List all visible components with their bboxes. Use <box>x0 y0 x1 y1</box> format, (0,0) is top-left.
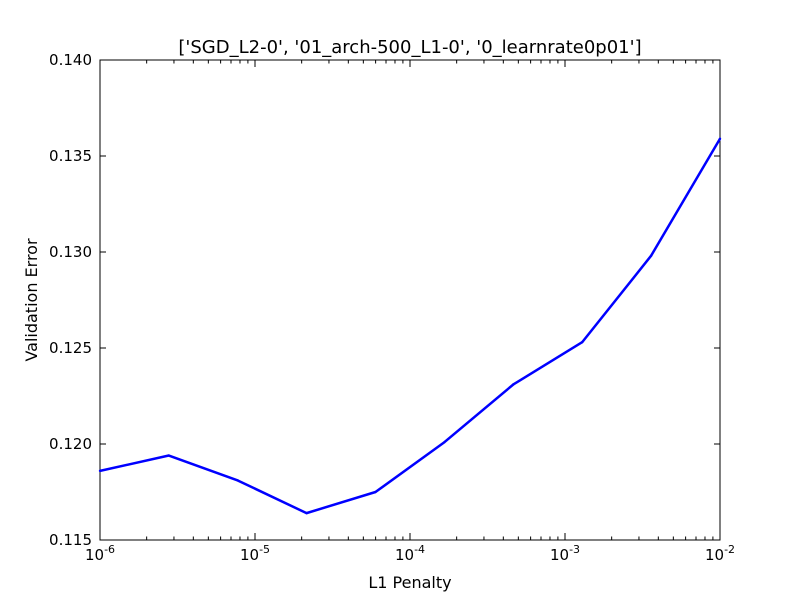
data-point <box>443 440 446 444</box>
series-line-0 <box>99 138 722 515</box>
y-tick-label: 0.115 <box>49 531 92 549</box>
x-tick-label: 10-3 <box>550 543 580 564</box>
chart-title: ['SGD_L2-0', '01_arch-500_L1-0', '0_lear… <box>178 37 641 58</box>
y-tick-label: 0.125 <box>49 339 92 357</box>
data-point <box>98 469 102 473</box>
plot-area: 0.115 0.120 0.125 0.130 0.135 0.140 10-6 10-5 10… <box>49 51 735 564</box>
data-point <box>718 137 722 140</box>
data-point <box>374 490 377 494</box>
x-tick-label: 10-2 <box>705 543 735 564</box>
y-tick-label: 0.120 <box>49 435 92 453</box>
y-axis-label: Validation Error <box>22 238 41 362</box>
data-point <box>512 383 515 386</box>
x-tick-label: 10-6 <box>85 543 115 564</box>
data-point <box>649 254 653 258</box>
y-tick-label: 0.140 <box>49 51 92 69</box>
x-tick-label: 10-4 <box>395 543 425 564</box>
data-point <box>167 454 171 457</box>
data-point <box>305 511 308 515</box>
y-tick-label: 0.135 <box>49 147 92 165</box>
data-point <box>580 341 584 344</box>
data-point <box>236 479 239 482</box>
x-axis-label: L1 Penalty <box>368 573 451 592</box>
x-tick-label: 10-5 <box>240 543 270 564</box>
y-tick-label: 0.130 <box>49 243 92 261</box>
